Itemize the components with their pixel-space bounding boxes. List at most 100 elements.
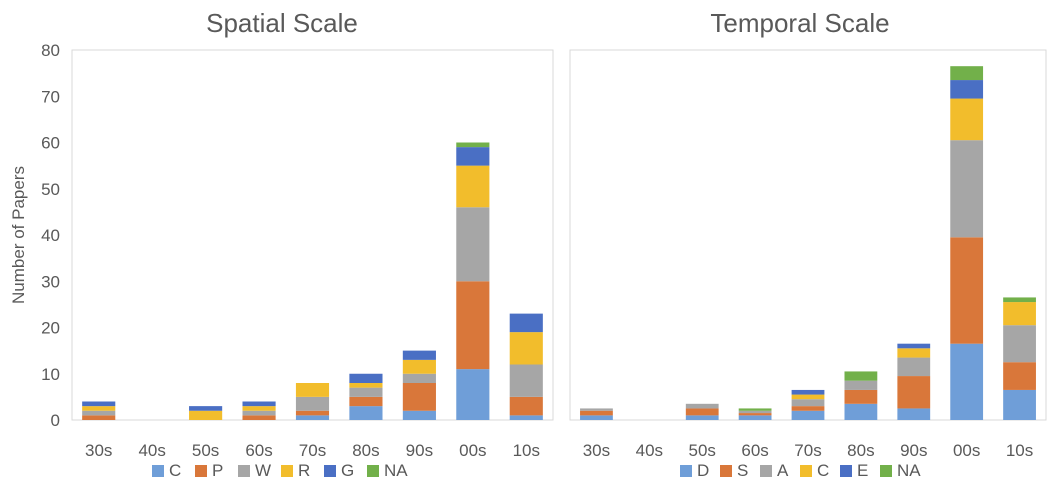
legend-label-p: P	[212, 461, 223, 480]
legend-label-a: A	[777, 461, 789, 480]
x-tick-label: 30s	[583, 441, 610, 460]
y-tick-label: 30	[41, 272, 60, 291]
legend-label-s: S	[737, 461, 748, 480]
bar-segment-r-10s	[509, 332, 543, 365]
x-tick-label: 70s	[794, 441, 821, 460]
bar-segment-c-10s	[509, 415, 543, 420]
bar-segment-c-80s	[349, 406, 383, 420]
legend-swatch-na	[880, 465, 892, 477]
bar-segment-s-90s	[897, 376, 931, 409]
bar-segment-c-70s	[295, 415, 330, 420]
bar-segment-r-50s	[189, 410, 223, 420]
legend-label-w: W	[255, 461, 271, 480]
bar-segment-a-10s	[1003, 325, 1036, 363]
bar-segment-g-10s	[509, 313, 543, 333]
legend-swatch-na	[367, 465, 379, 477]
y-tick-label: 50	[41, 180, 60, 199]
x-tick-label: 80s	[352, 441, 379, 460]
x-tick-label: 70s	[299, 441, 326, 460]
legend-label-e: E	[857, 461, 868, 480]
bar-segment-na-00s	[950, 66, 984, 81]
bar-segment-w-10s	[509, 364, 543, 397]
bar-segment-d-60s	[738, 415, 772, 420]
bar-segment-w-70s	[295, 396, 330, 411]
legend-swatch-g	[324, 465, 336, 477]
bar-segment-e-70s	[791, 389, 825, 395]
y-tick-label: 10	[41, 365, 60, 384]
bar-segment-p-00s	[456, 281, 490, 370]
bar-segment-e-00s	[950, 80, 984, 99]
bar-segment-p-70s	[295, 410, 330, 416]
bar-segment-na-00s	[456, 142, 490, 148]
bar-segment-w-80s	[349, 387, 383, 397]
legend-swatch-w	[238, 465, 250, 477]
y-axis-label: Number of Papers	[9, 166, 28, 304]
legend-label-c: C	[169, 461, 181, 480]
bar-segment-r-60s	[242, 406, 276, 411]
bar-segment-a-50s	[685, 403, 719, 409]
bar-segment-s-60s	[738, 413, 772, 416]
bar-segment-r-90s	[402, 359, 436, 374]
spatial-scale-chart: Spatial Scale 0 10 20 30 40 50 60 70 80 Number of …	[9, 8, 554, 480]
bar-segment-a-70s	[791, 399, 825, 407]
bar-segment-p-80s	[349, 396, 383, 407]
x-tick-label: 80s	[847, 441, 874, 460]
chart-title: Temporal Scale	[710, 8, 889, 38]
x-tick-label: 40s	[138, 441, 165, 460]
bar-segment-g-50s	[189, 406, 223, 411]
bar-segment-c-00s	[456, 369, 490, 420]
bar-segment-p-60s	[242, 415, 276, 420]
bar-segment-c-00s	[950, 98, 984, 141]
bar-segment-r-00s	[456, 165, 490, 208]
x-tick-label: 50s	[689, 441, 716, 460]
bar-segment-s-00s	[950, 237, 984, 344]
x-tick-label: 40s	[636, 441, 663, 460]
x-tick-label: 30s	[85, 441, 112, 460]
legend-label-d: D	[697, 461, 709, 480]
bar-segment-w-00s	[456, 207, 490, 282]
bar-segment-s-70s	[791, 406, 825, 411]
y-tick-label: 20	[41, 319, 60, 338]
bar-segment-d-00s	[950, 343, 984, 420]
legend-swatch-c	[800, 465, 812, 477]
temporal-scale-chart: Temporal Scale 30s 40s 50s 60s 70s 80s 90s 00s 10…	[569, 8, 1047, 480]
legend-label-r: R	[298, 461, 310, 480]
legend-swatch-s	[720, 465, 732, 477]
bar-segment-na-60s	[738, 408, 772, 411]
bar-segment-s-80s	[844, 389, 878, 404]
legend-swatch-c	[152, 465, 164, 477]
y-tick-label: 40	[41, 226, 60, 245]
bar-segment-d-50s	[685, 415, 719, 420]
legend-label-g: G	[341, 461, 354, 480]
bar-segment-p-90s	[402, 383, 436, 411]
bar-segment-d-10s	[1003, 389, 1036, 420]
x-tick-label: 90s	[900, 441, 927, 460]
bar-segment-g-80s	[349, 373, 383, 383]
legend-label-na: NA	[384, 461, 408, 480]
bar-segment-r-30s	[82, 406, 116, 411]
y-tick-label: 60	[41, 134, 60, 153]
legend-label-c: C	[817, 461, 829, 480]
legend-swatch-a	[760, 465, 772, 477]
bar-segment-s-10s	[1003, 362, 1036, 390]
y-tick-label: 80	[41, 41, 60, 60]
bar-segment-w-60s	[242, 410, 276, 416]
bar-segment-na-10s	[1003, 297, 1036, 303]
bar-segment-c-90s	[897, 348, 931, 358]
bar-segment-r-70s	[295, 383, 330, 397]
bar-segment-p-30s	[82, 415, 116, 420]
bar-segment-g-30s	[82, 401, 116, 407]
bar-segment-c-10s	[1003, 302, 1036, 326]
bar-segment-r-80s	[349, 383, 383, 388]
legend-swatch-p	[195, 465, 207, 477]
bar-segment-g-60s	[242, 401, 276, 407]
bar-segment-w-30s	[82, 410, 116, 416]
bar-segment-e-90s	[897, 343, 931, 349]
bar-segment-na-80s	[844, 371, 878, 381]
bar-segment-s-30s	[580, 410, 613, 416]
bar-segment-s-50s	[685, 408, 719, 416]
x-tick-label: 90s	[406, 441, 433, 460]
chart-title: Spatial Scale	[206, 8, 358, 38]
legend-label-na: NA	[897, 461, 921, 480]
